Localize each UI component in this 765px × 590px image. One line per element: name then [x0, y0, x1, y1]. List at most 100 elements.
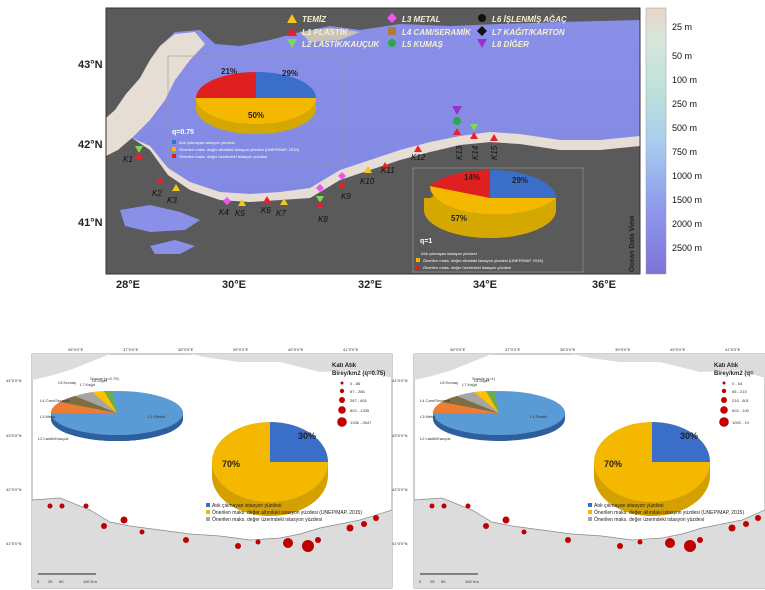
crimea-shelf [300, 28, 360, 42]
lat-label-43: 43°N [78, 59, 103, 71]
br-scale-100: 100 Km [465, 579, 479, 584]
bl-pie-l1-label: L1 Plastik [148, 414, 165, 419]
br-legend-item-2: 216 - 601 [732, 398, 750, 403]
bl-density-legend: Katı Atık Birey/km2 (q=0.75) 0 - 86 87 -… [332, 363, 385, 427]
br-source-label: Source (q=1) [472, 376, 496, 381]
pie1-label-50: 50% [248, 111, 264, 120]
station-k9: K9 [341, 192, 351, 201]
bl-legend-item-3: 802 - 1335 [350, 408, 370, 413]
bl-lon-39: 39°0'0"E [233, 347, 249, 352]
br-lon-39: 39°0'0"E [615, 347, 631, 352]
scale-250: 250 m [672, 99, 697, 109]
br-scale-0: 0 [419, 579, 422, 584]
br-north-land-2 [572, 354, 765, 378]
lat-label-41: 41°N [78, 217, 103, 229]
bl-north-land [32, 354, 110, 380]
pie2-legend-0: Atık çıkmayan istasyon yüzdesi [421, 251, 477, 256]
lon-label-36: 36°E [592, 279, 616, 291]
bl-lon-36: 36°0'0"E [68, 347, 84, 352]
bottom-right-map: 36°0'0"E 37°0'0"E 38°0'0"E 39°0'0"E 40°0… [392, 347, 765, 589]
pie2-legend-2: Önerilen maks. değer üzerindeki istasyon… [423, 265, 511, 270]
bl-scale-bar: 0 25 50 100 Km [37, 573, 97, 584]
pie1-q-label: q=0.75 [172, 129, 194, 136]
scale-1500: 1500 m [672, 195, 702, 205]
bl-source-pie: Source (q=0.75) L4 Cam/Seramik L3 Metal … [38, 376, 183, 441]
br-scale-bar: 0 25 50 100 Km [419, 573, 479, 584]
bl-lon-40: 40°0'0"E [288, 347, 304, 352]
br-lon-40: 40°0'0"E [670, 347, 686, 352]
br-legend-item-0: 0 - 64 [732, 381, 743, 386]
pie2-legend-1: Önerilen maks. değer altındaki istasyon … [423, 258, 544, 263]
lon-label-30: 30°E [222, 279, 246, 291]
br-north-land [414, 354, 492, 380]
br-lon-36: 36°0'0"E [450, 347, 466, 352]
pie2-label-29: 29% [512, 176, 528, 185]
depth-colorbar [645, 7, 667, 275]
station-k11: K11 [381, 166, 395, 175]
bl-north-land-2 [190, 354, 392, 378]
bl-turkey-land [32, 498, 392, 588]
station-k12: K12 [411, 153, 426, 162]
pie1-label-21: 21% [221, 67, 237, 76]
station-k8: K8 [318, 215, 328, 224]
marker-legend: TEMİZ L1 PLASTİK L2 LASTİK/KAUÇUK L3 MET… [287, 13, 567, 49]
scale-1000: 1000 m [672, 171, 702, 181]
br-scale-50: 50 [441, 579, 446, 584]
bl-scale-50: 50 [59, 579, 64, 584]
br-pie-l8-label: L8 Diğer [474, 378, 490, 383]
bl-pie-l2-label: L2 Lastik/Kauçuk [38, 436, 68, 441]
bl-lon-38: 38°0'0"E [178, 347, 194, 352]
station-k1: K1 [123, 155, 133, 164]
top-map: 43°N 42°N 41°N 28°E 30°E 32°E 34°E 36°E … [78, 7, 702, 291]
bl-pie-30: 30% [298, 431, 316, 441]
legend-l4: L4 CAM/SERAMİK [402, 28, 472, 37]
bl-scale-25: 25 [48, 579, 53, 584]
bl-legend-sub: Birey/km2 (q=0.75) [332, 371, 385, 377]
lon-label-34: 34°E [473, 279, 497, 291]
pie2-label-57: 57% [451, 214, 467, 223]
bl-pie-l7-label: L7 Kağıt [80, 382, 96, 387]
bl-legend-item-4: 1336 - 2647 [350, 420, 372, 425]
br-density-legend: Katı Atık Birey/km2 (q= 0 - 64 65 - 215 … [714, 363, 754, 427]
br-pie-l5-label: L5 Kumaş [440, 380, 458, 385]
station-k5: K5 [235, 209, 245, 218]
legend-l3: L3 METAL [402, 15, 441, 24]
br-lat-43: 43°0'0"N [392, 433, 408, 438]
br-turkey-land [414, 498, 765, 588]
bl-big-pie: 30% 70% Atık çıkmayan istasyon yüzdesi Ö… [206, 422, 362, 523]
north-coast-land [106, 8, 640, 118]
ocean-data-view-watermark: Ocean Data View [629, 215, 636, 272]
legend-temiz: TEMİZ [302, 15, 327, 24]
pie2-q-label: q=1 [420, 238, 432, 245]
bl-pie-70: 70% [222, 459, 240, 469]
br-pie-l4-label: L4 Cam/Seramik [420, 398, 450, 403]
marmara-sea [120, 205, 200, 232]
station-k7: K7 [276, 209, 286, 218]
bl-lat-43: 43°0'0"N [6, 433, 22, 438]
br-legend-sub: Birey/km2 (q= [714, 371, 754, 377]
bl-lat-41: 41°0'0"N [6, 541, 22, 546]
nw-shelf [106, 32, 205, 156]
br-pie-l7-label: L7 Kağıt [462, 382, 478, 387]
station-k14: K14 [471, 145, 480, 160]
pie2-slice-below [429, 186, 556, 215]
station-k4: K4 [219, 208, 229, 217]
bl-lat-44: 44°0'0"N [6, 378, 22, 383]
br-pie-l3-label: L3 Metal [420, 414, 435, 419]
bl-pie-l8-label: L8 Diğer [92, 378, 108, 383]
bl-pie-legend-1: Önerilen maks. değer altındaki istasyon … [212, 509, 362, 516]
legend-l6: L6 İŞLENMİŞ AĞAÇ [492, 15, 567, 24]
br-lat-44: 44°0'0"N [392, 378, 408, 383]
scale-2000: 2000 m [672, 219, 702, 229]
br-lon-41: 41°0'0"E [725, 347, 741, 352]
br-pie-70: 70% [604, 459, 622, 469]
bl-station-circles [47, 503, 379, 552]
lon-label-32: 32°E [358, 279, 382, 291]
br-lat-41: 41°0'0"N [392, 541, 408, 546]
scale-750: 750 m [672, 147, 697, 157]
scale-25: 25 m [672, 22, 692, 32]
scale-50: 50 m [672, 51, 692, 61]
bl-lat-42: 42°0'0"N [6, 487, 22, 492]
br-lon-38: 38°0'0"E [560, 347, 576, 352]
